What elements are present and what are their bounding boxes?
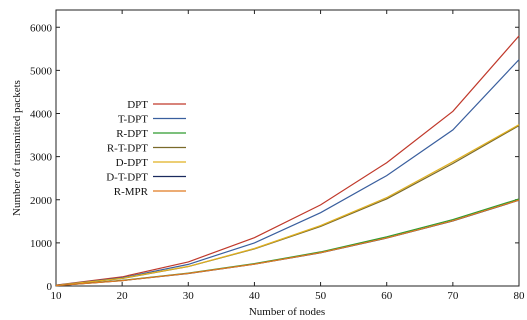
legend-label: R-DPT bbox=[116, 128, 148, 140]
y-tick-label: 0 bbox=[47, 281, 53, 293]
y-tick-label: 1000 bbox=[30, 238, 53, 250]
series-line-r-mpr bbox=[55, 199, 520, 287]
y-tick-label: 2000 bbox=[30, 195, 53, 207]
axis-ticks: 10 20 30 40 50 60 70 80 0 1000 2000 3000 4000 5000 600… bbox=[30, 10, 525, 302]
series-line-d-t-dpt bbox=[55, 199, 520, 287]
y-tick-label: 5000 bbox=[30, 65, 53, 77]
legend-label: DPT bbox=[127, 99, 148, 111]
series-lines bbox=[55, 35, 520, 287]
series-line-dpt bbox=[55, 35, 520, 286]
x-tick-label: 60 bbox=[381, 290, 393, 302]
y-axis-label: Number of transmitted packets bbox=[11, 80, 23, 216]
legend-label: R-T-DPT bbox=[107, 143, 148, 155]
legend-label: T-DPT bbox=[118, 114, 148, 126]
legend-label: R-MPR bbox=[114, 186, 149, 198]
x-tick-label: 70 bbox=[447, 290, 459, 302]
x-tick-label: 40 bbox=[249, 290, 261, 302]
y-tick-label: 4000 bbox=[30, 109, 53, 121]
y-tick-label: 6000 bbox=[30, 22, 53, 34]
y-tick-label: 3000 bbox=[30, 152, 53, 164]
plot-area bbox=[55, 9, 520, 287]
series-line-t-dpt bbox=[55, 59, 520, 286]
x-tick-label: 50 bbox=[315, 290, 327, 302]
legend-label: D-DPT bbox=[116, 157, 149, 169]
legend-label: D-T-DPT bbox=[106, 172, 148, 184]
series-line-d-dpt bbox=[55, 124, 520, 286]
x-axis-label: Number of nodes bbox=[249, 306, 325, 318]
x-tick-label: 10 bbox=[51, 290, 63, 302]
series-line-r-dpt bbox=[55, 198, 520, 287]
legend: DPT T-DPT R-DPT R-T-DPT D-DPT D-T-DPT R-MPR bbox=[106, 99, 186, 198]
x-tick-label: 30 bbox=[183, 290, 195, 302]
x-tick-label: 80 bbox=[514, 290, 526, 302]
x-tick-label: 20 bbox=[117, 290, 129, 302]
